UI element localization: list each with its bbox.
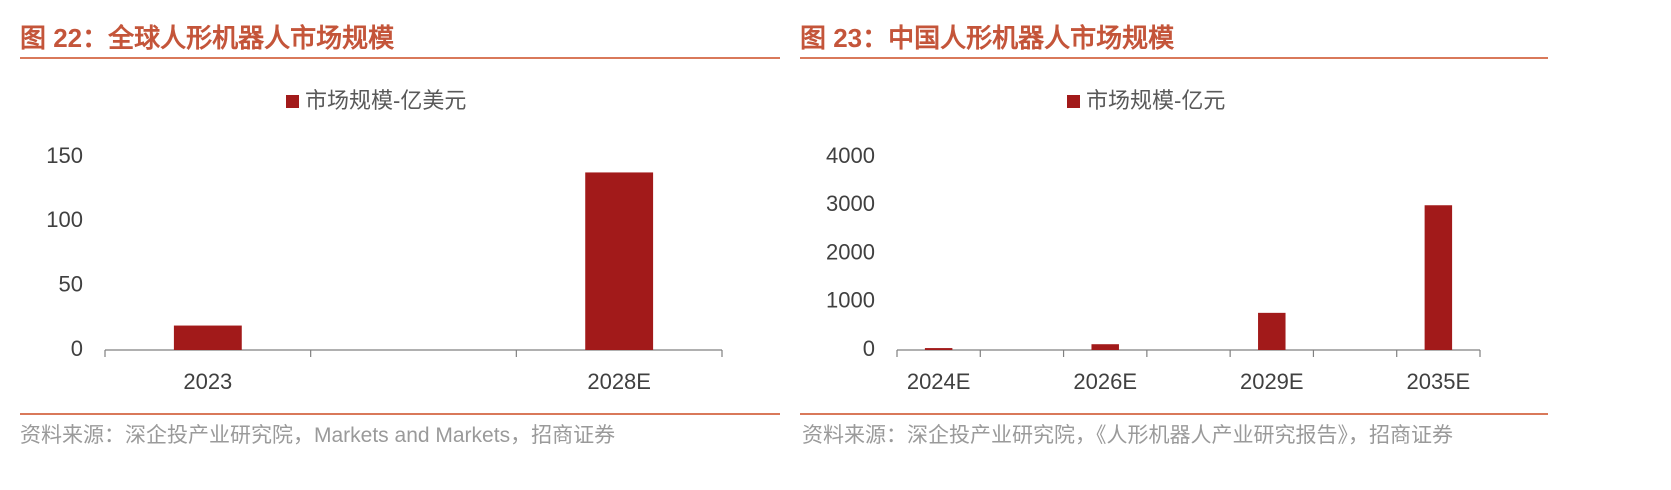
x-tick-label: 2029E xyxy=(1240,369,1304,394)
chart-title: 图 23：中国人形机器人市场规模 xyxy=(800,23,1175,53)
legend-label: 市场规模-亿元 xyxy=(1086,88,1225,113)
bar xyxy=(173,325,242,350)
x-tick-label: 2026E xyxy=(1073,369,1137,394)
legend-swatch xyxy=(286,95,299,108)
y-tick-label: 2000 xyxy=(826,239,875,264)
source-note: 资料来源：深企投产业研究院，Markets and Markets，招商证券 xyxy=(20,424,616,447)
x-tick-label: 2024E xyxy=(907,369,971,394)
y-tick-label: 150 xyxy=(46,143,83,168)
x-tick-label: 2023 xyxy=(183,369,232,394)
y-tick-label: 3000 xyxy=(826,191,875,216)
x-tick-label: 2028E xyxy=(587,369,651,394)
bar xyxy=(1091,344,1119,350)
bar xyxy=(1258,312,1286,350)
bar xyxy=(585,172,654,350)
y-tick-label: 1000 xyxy=(826,288,875,313)
y-tick-label: 4000 xyxy=(826,143,875,168)
source-note: 资料来源：深企投产业研究院，《人形机器人产业研究报告》，招商证券 xyxy=(802,424,1453,447)
chart-title: 图 22：全球人形机器人市场规模 xyxy=(20,23,395,53)
legend-label: 市场规模-亿美元 xyxy=(305,88,466,113)
y-tick-label: 100 xyxy=(46,207,83,232)
y-tick-label: 0 xyxy=(863,336,875,361)
x-tick-label: 2035E xyxy=(1407,369,1471,394)
y-tick-label: 0 xyxy=(71,336,83,361)
y-tick-label: 50 xyxy=(59,271,83,296)
legend-swatch xyxy=(1067,95,1080,108)
bar xyxy=(1424,205,1453,350)
bar xyxy=(924,348,953,350)
